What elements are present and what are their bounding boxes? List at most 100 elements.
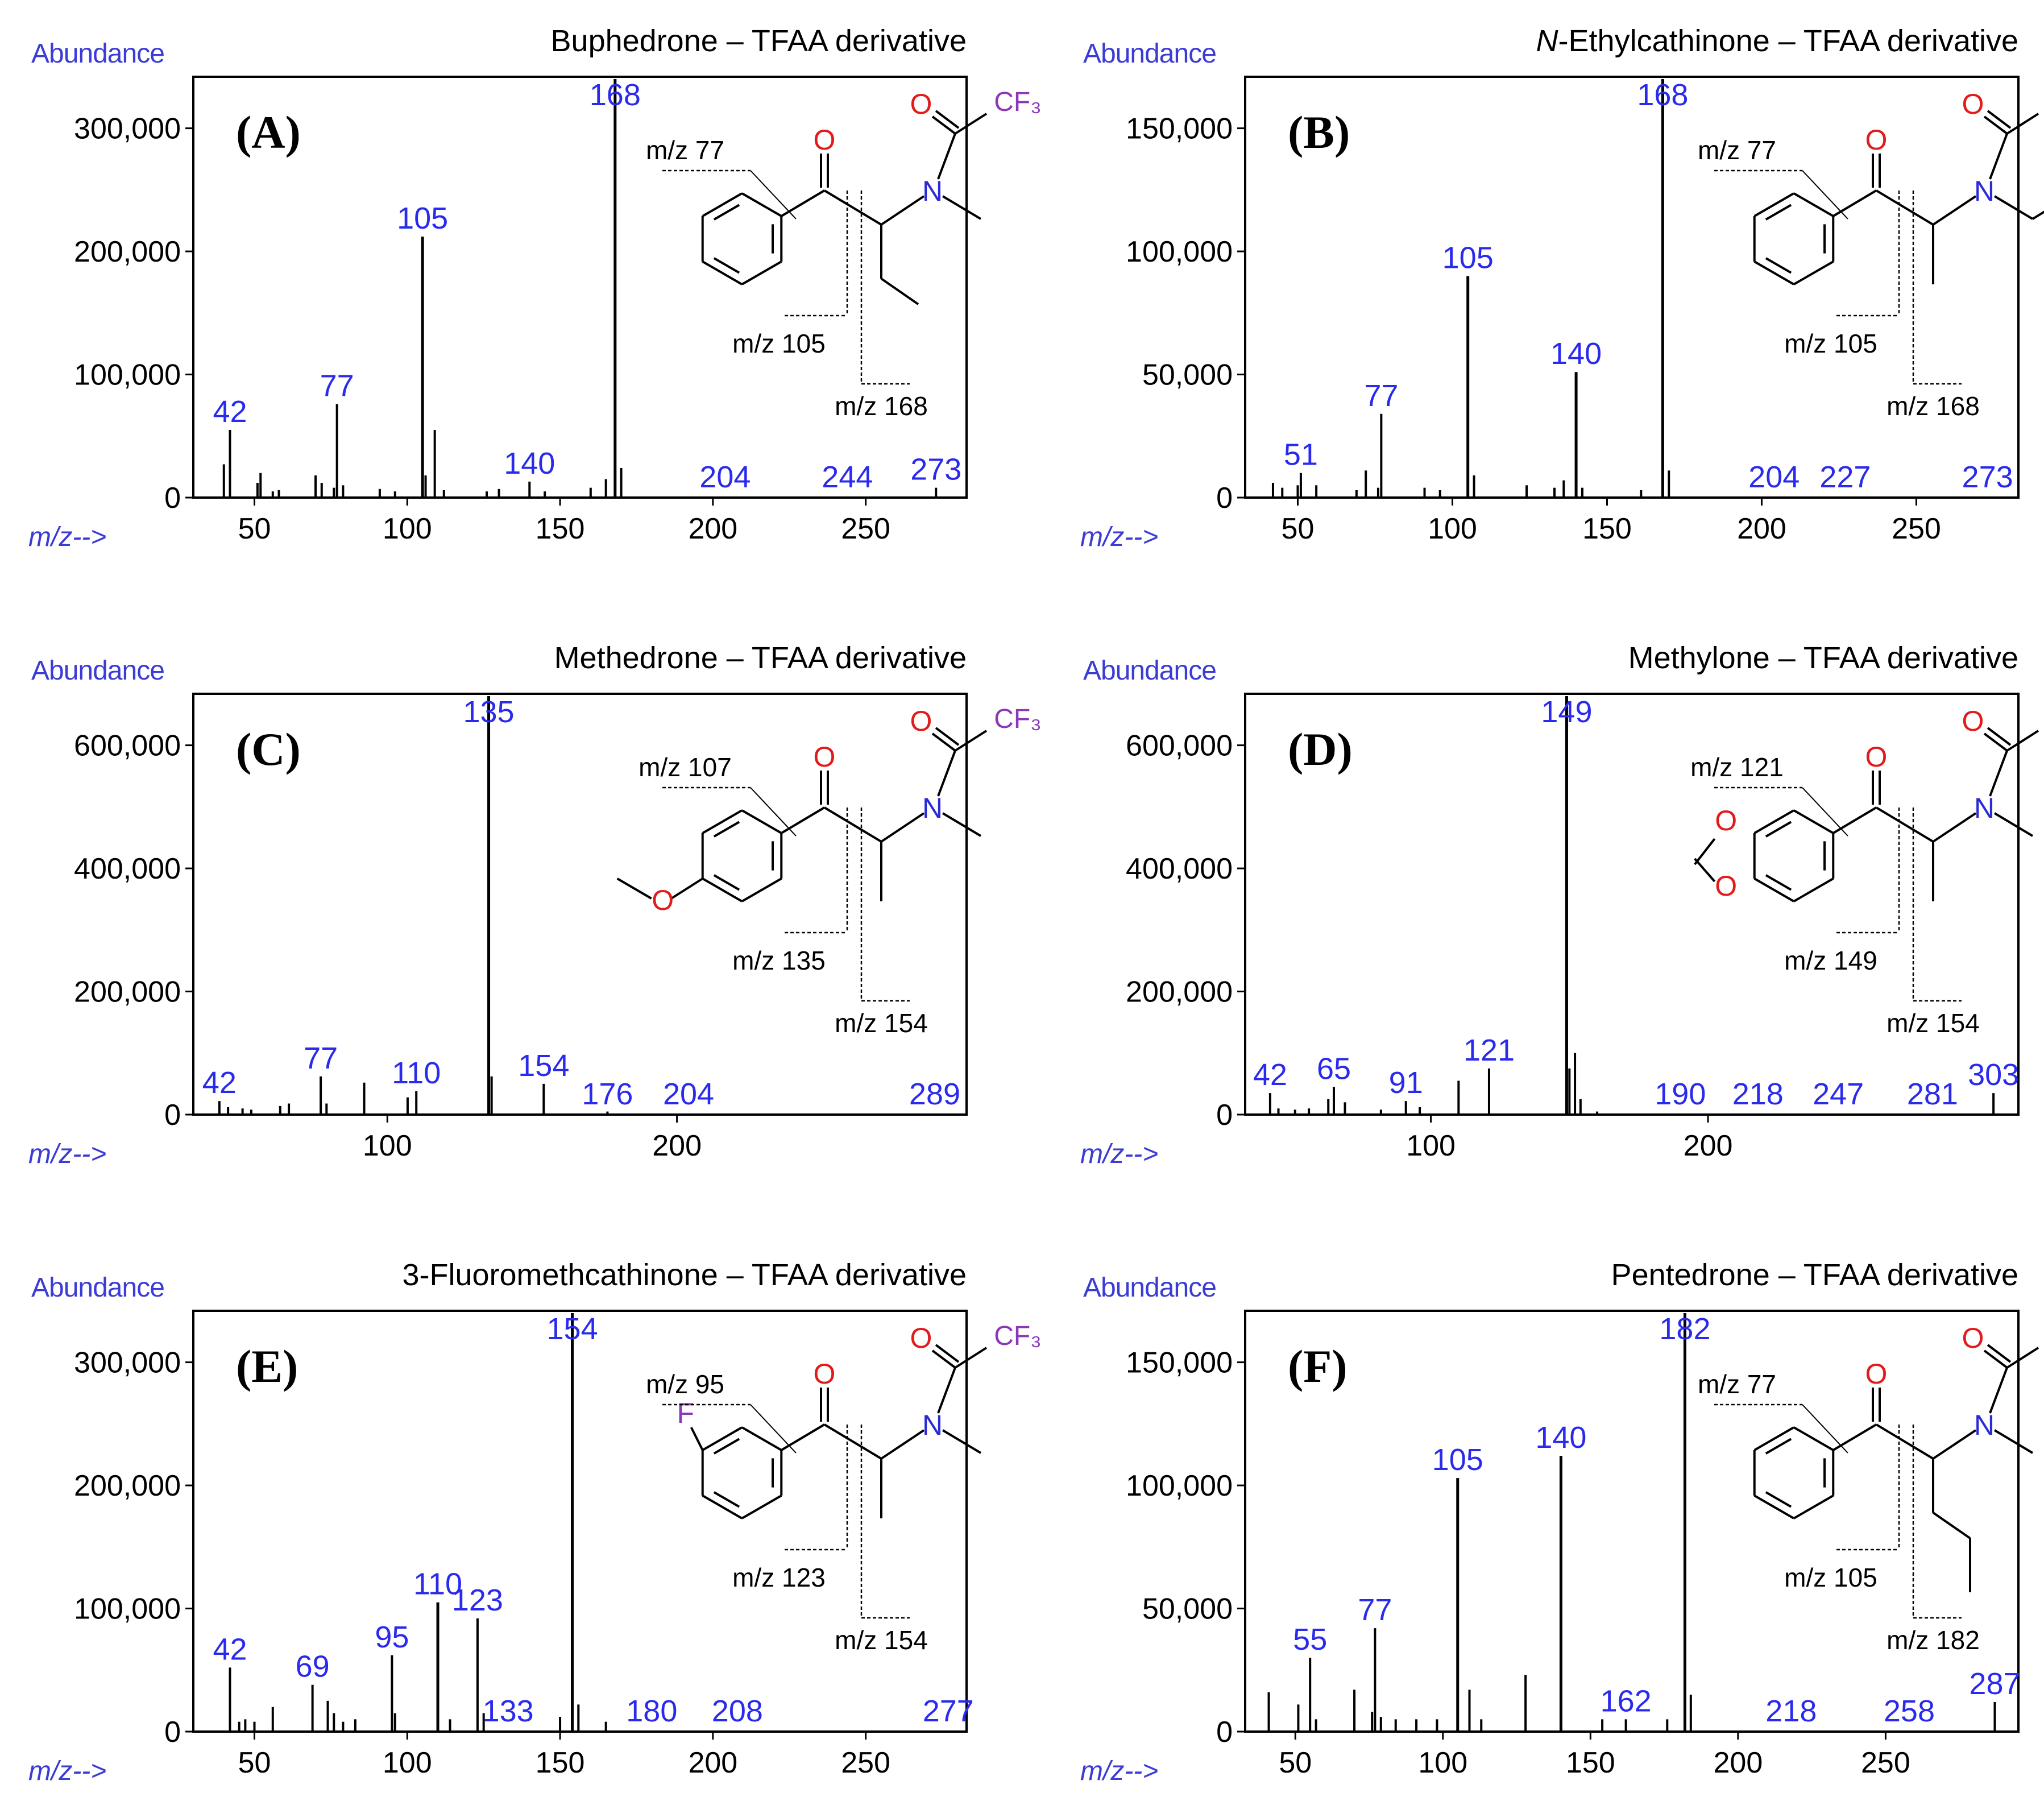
peak-label: 162 <box>1601 1684 1652 1718</box>
peak-label: 149 <box>1541 695 1592 729</box>
ring-double-bond <box>1765 821 1792 838</box>
y-tick-label: 50,000 <box>1142 1593 1233 1626</box>
y-tick-label: 0 <box>164 1099 181 1132</box>
acyl-double-bond <box>931 732 956 752</box>
y-tick-label: 100,000 <box>74 1593 181 1626</box>
x-tick-label: 150 <box>536 1746 585 1779</box>
n-methyl-bond <box>1993 812 2034 837</box>
acyl-double-bond <box>1983 1349 2008 1369</box>
y-tick-label: 0 <box>164 482 181 515</box>
fragment-cut-line <box>1802 787 1848 837</box>
acyl-double-bond <box>935 1344 960 1363</box>
panel-label: (E) <box>236 1340 298 1392</box>
ring-bond <box>1753 260 1795 285</box>
acyl-double-bond <box>935 727 960 746</box>
peak-label: 91 <box>1389 1066 1423 1100</box>
oxygen-label: O <box>1962 1322 1984 1354</box>
bond <box>880 195 925 226</box>
fluorine-label: F <box>677 1397 694 1429</box>
x-tick-label: 50 <box>1282 512 1315 545</box>
peak-label: 65 <box>1317 1051 1351 1086</box>
peak-label: 110 <box>392 1056 441 1090</box>
ring-double-bond <box>713 821 740 838</box>
fragment-label: m/z 77 <box>1698 1369 1776 1399</box>
fragment-label: m/z 154 <box>835 1625 928 1655</box>
n-ethyl-bond <box>1993 195 2034 220</box>
ring-double-bond <box>1765 257 1792 274</box>
x-axis-label: m/z--> <box>1080 1756 1158 1786</box>
bond <box>937 750 956 797</box>
bond <box>1832 806 1877 834</box>
bond <box>2006 113 2039 135</box>
peak-label: 77 <box>304 1041 338 1075</box>
y-axis-label: Abundance <box>31 39 164 69</box>
chart-title-text: Buphedrone – TFAA derivative <box>551 24 967 58</box>
peak-label: 110 <box>413 1567 462 1601</box>
bond <box>937 133 956 180</box>
oxygen-label: O <box>1865 1358 1888 1390</box>
y-tick-label: 200,000 <box>1126 976 1233 1009</box>
y-tick-label: 100,000 <box>1126 1469 1233 1502</box>
peak-label: 303 <box>1968 1058 2019 1092</box>
molecule-structure: O O N O CF₃ m/z 107 m/z 135 m/z 154 <box>616 704 1042 1038</box>
spectrum-panel-e: 3-Fluoromethcathinone – TFAA derivative A… <box>28 1258 1042 1786</box>
ring-bond <box>1793 192 1834 217</box>
fragment-label: m/z 182 <box>1887 1625 1980 1655</box>
bond <box>1875 1423 1934 1460</box>
y-tick-label: 300,000 <box>74 1347 181 1380</box>
x-axis-label: m/z--> <box>28 1139 106 1169</box>
spectrum-panel-d: Methylone – TFAA derivative Abundance m/z-… <box>1080 641 2039 1169</box>
x-tick-label: 200 <box>1713 1746 1763 1779</box>
acyl-double-bond <box>931 115 956 135</box>
x-tick-label: 200 <box>1737 512 1786 545</box>
peak-label: 121 <box>1463 1033 1515 1067</box>
fragment-label: m/z 105 <box>1784 329 1877 358</box>
ring-double-bond <box>1765 1491 1792 1508</box>
peak-label: 154 <box>547 1312 598 1346</box>
peak-label: 168 <box>590 78 641 112</box>
ring-bond <box>702 1494 743 1519</box>
oxygen-label: O <box>1962 88 1984 120</box>
bond <box>954 1347 988 1369</box>
y-tick-label: 100,000 <box>1126 235 1233 268</box>
peak-label: 55 <box>1293 1622 1327 1657</box>
peak-label: 247 <box>1813 1077 1864 1111</box>
bond <box>1694 858 1716 883</box>
x-tick-label: 100 <box>363 1129 412 1162</box>
chart-title: Methylone – TFAA derivative <box>1628 641 2018 675</box>
oxygen-label: O <box>652 884 674 916</box>
bond <box>1932 1429 1977 1460</box>
bond <box>823 1423 882 1460</box>
peak-label: 105 <box>1432 1443 1483 1477</box>
ring-bond <box>702 877 743 902</box>
x-tick-label: 250 <box>1892 512 1941 545</box>
x-tick-label: 100 <box>1406 1129 1456 1162</box>
y-tick-label: 150,000 <box>1126 1347 1233 1380</box>
fragment-label: m/z 105 <box>732 329 826 358</box>
fragment-cut-line <box>1802 170 1848 220</box>
peak-label: 273 <box>1962 460 2013 494</box>
bond <box>1932 195 1977 226</box>
ring-bond <box>741 809 782 834</box>
n-methyl-bond <box>942 812 982 837</box>
x-tick-label: 200 <box>1684 1129 1733 1162</box>
fragment-label: m/z 105 <box>1784 1563 1877 1592</box>
ring-bond <box>741 192 782 217</box>
ring-bond <box>702 260 743 285</box>
ring-bond <box>1753 1494 1795 1519</box>
ring-bond <box>1753 1426 1795 1451</box>
n-methyl-bond <box>942 1429 982 1454</box>
fragment-cut-line <box>1802 1404 1848 1454</box>
bond <box>954 730 988 752</box>
x-axis-label: m/z--> <box>28 522 106 552</box>
oxygen-label: O <box>910 1322 932 1354</box>
ring-bond <box>1793 1426 1834 1451</box>
bond <box>1932 812 1977 843</box>
peak-label: 218 <box>1732 1077 1784 1111</box>
x-axis-label: m/z--> <box>1080 1139 1158 1169</box>
x-axis-label: m/z--> <box>28 1756 106 1786</box>
molecule-structure: O N O CF₃ m/z 77 m/z 105 m/z 168 <box>646 87 1042 421</box>
bond <box>880 1429 925 1460</box>
spectrum-panel-f: Pentedrone – TFAA derivative Abundance m/z… <box>1080 1258 2039 1786</box>
plot-frame <box>1244 693 2020 1116</box>
